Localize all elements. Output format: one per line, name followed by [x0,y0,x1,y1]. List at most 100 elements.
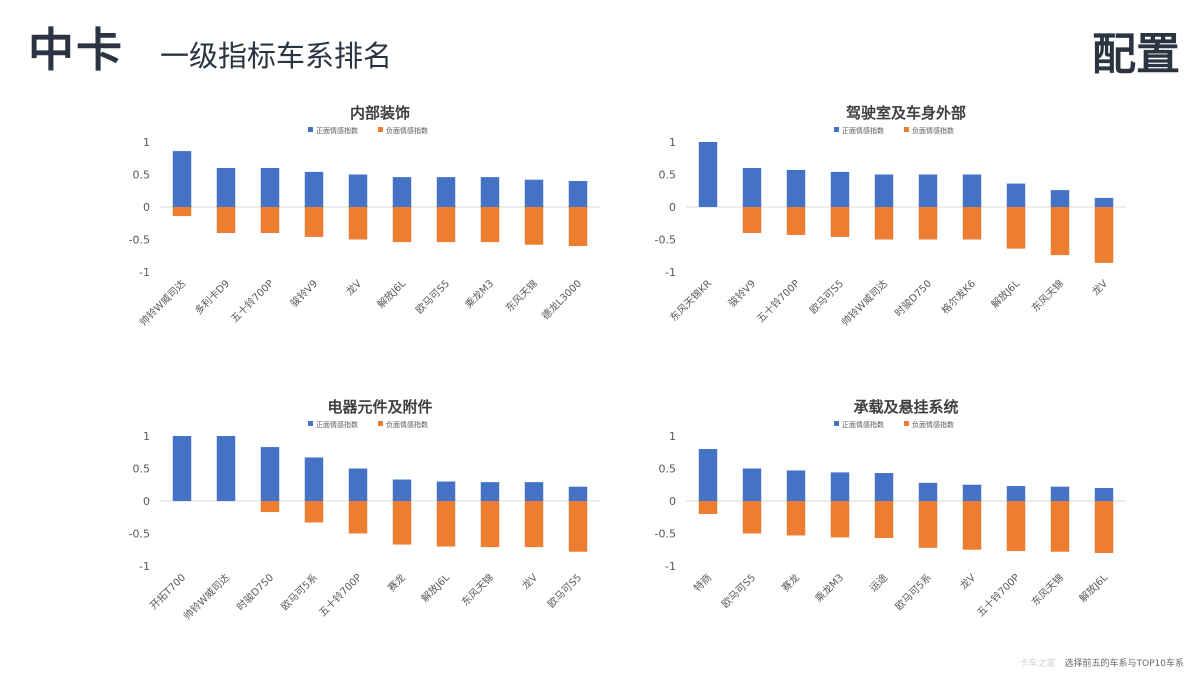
x-category-label: 解放J6L [1076,571,1110,605]
header-subtitle: 一级指标车系排名 [160,39,393,73]
y-tick-label: 0 [143,495,150,508]
bar-negative [786,501,806,536]
x-category-label: 欧马可S5 [807,278,846,317]
bar-negative [480,501,500,548]
bar-positive [216,436,236,501]
chart-title: 内部装饰 [350,104,410,122]
x-category-label: 解放J6L [374,277,408,311]
bar-positive [874,174,894,207]
bar-negative [786,207,806,235]
bar-negative [568,207,588,246]
legend-swatch-1 [904,421,909,426]
x-category-label: 开拓T700 [148,572,188,612]
x-category-label: 时骏D750 [234,571,276,613]
footer: 卡车之家 选择前五的车系与TOP10车系 [1020,656,1184,669]
chart-suspension-svg: 承载及悬挂系统正面情感指数 负面情感指数 1 0.5 0 -0.5 -1 特商 欧马可S5 赛龙乘… [655,398,1126,619]
x-category-label: 五十铃700P [316,571,364,619]
bar-negative [524,501,544,548]
footer-note: 选择前五的车系与TOP10车系 [1064,659,1184,669]
chart-interior: 内部装饰 正面情感指数 负面情感指数 1 0.5 0 -0.5 -1 帅铃W威司达 多利卡D9 五十… [110,98,610,358]
footer-watermark: 卡车之家 [1019,659,1056,669]
x-category-label: 赛龙 [385,571,408,594]
bar-negative [698,501,718,514]
y-tick-label: 0.5 [659,463,677,476]
bar-positive [698,449,718,501]
bar-positive [918,174,938,207]
x-category-label: 东风天锦KR [667,277,714,324]
x-category-label: 欧马可S5 [413,278,452,317]
bar-negative [216,207,236,233]
x-category-label: 东风天锦 [503,277,540,314]
bar-positive [962,174,982,207]
legend-swatch-0 [308,127,313,132]
legend-label-0: 正面情感指数 [842,126,884,135]
x-category-label: 龙V [957,571,978,592]
y-tick-label: -0.5 [129,234,150,247]
bar-positive [742,468,762,501]
bar-negative [348,207,368,240]
x-category-label: 时骏D750 [892,277,934,319]
bar-negative [260,501,280,513]
bar-negative [304,501,324,523]
legend-label-1: 负面情感指数 [912,126,954,135]
x-category-label: 五十铃700P [974,571,1022,619]
bar-positive [436,481,456,501]
bar-positive [1050,190,1070,207]
y-tick-label: -0.5 [129,528,150,541]
bar-positive [172,151,192,207]
legend-label-1: 负面情感指数 [386,420,428,429]
bar-negative [436,207,456,243]
x-category-label: 龙V [1089,277,1110,298]
legend-swatch-0 [308,421,313,426]
bar-negative [436,501,456,547]
chart-cab-body: 驾驶室及车身外部 正面情感指数 负面情感指数 1 0.5 0 -0.5 -1 东风天锦KR 骏铃V… [636,98,1136,358]
x-category-label: 特商 [691,571,714,594]
bar-negative [304,207,324,237]
chart-title: 驾驶室及车身外部 [846,104,966,122]
x-category-label: 德龙L3000 [539,277,584,322]
bar-positive [786,169,806,207]
bar-positive [304,171,324,207]
bar-positive [568,486,588,501]
x-category-label: 欧马可S5 [545,572,584,611]
legend-label-0: 正面情感指数 [316,126,358,135]
legend-label-0: 正面情感指数 [316,420,358,429]
bar-negative [874,207,894,240]
bar-negative [1094,207,1114,263]
bar-positive [304,457,324,501]
y-tick-label: -1 [139,560,150,573]
x-category-label: 骏铃V9 [725,277,758,310]
y-tick-label: -0.5 [655,528,676,541]
y-tick-label: 0.5 [133,169,151,182]
bar-negative [742,207,762,233]
x-category-label: 五十铃700P [228,277,276,325]
chart-suspension: 承载及悬挂系统 正面情感指数 负面情感指数 1 0.5 0 -0.5 -1 特商 欧马可S5 赛龙乘… [636,392,1136,652]
legend-swatch-1 [378,127,383,132]
x-category-label: 东风天锦 [1029,277,1066,314]
x-category-label: 龙V [343,277,364,298]
bar-positive [216,168,236,207]
bar-negative [1006,207,1026,249]
bar-negative [1050,207,1070,256]
header-title: 中卡 [28,23,124,77]
bar-negative [1050,501,1070,552]
y-tick-label: 0 [669,495,676,508]
bar-positive [962,484,982,501]
x-category-label: 龙V [519,571,540,592]
x-category-label: 赛龙 [779,571,802,594]
y-tick-label: 0.5 [133,463,151,476]
x-category-label: 帅铃W威司达 [137,277,189,329]
bar-negative [742,501,762,534]
bar-positive [348,174,368,207]
bar-negative [918,207,938,240]
x-category-label: 解放J6L [988,277,1022,311]
bar-positive [392,479,412,501]
bar-positive [830,472,850,501]
legend-swatch-0 [834,421,839,426]
bar-negative [260,207,280,233]
bar-negative [918,501,938,548]
y-tick-label: -1 [139,266,150,279]
